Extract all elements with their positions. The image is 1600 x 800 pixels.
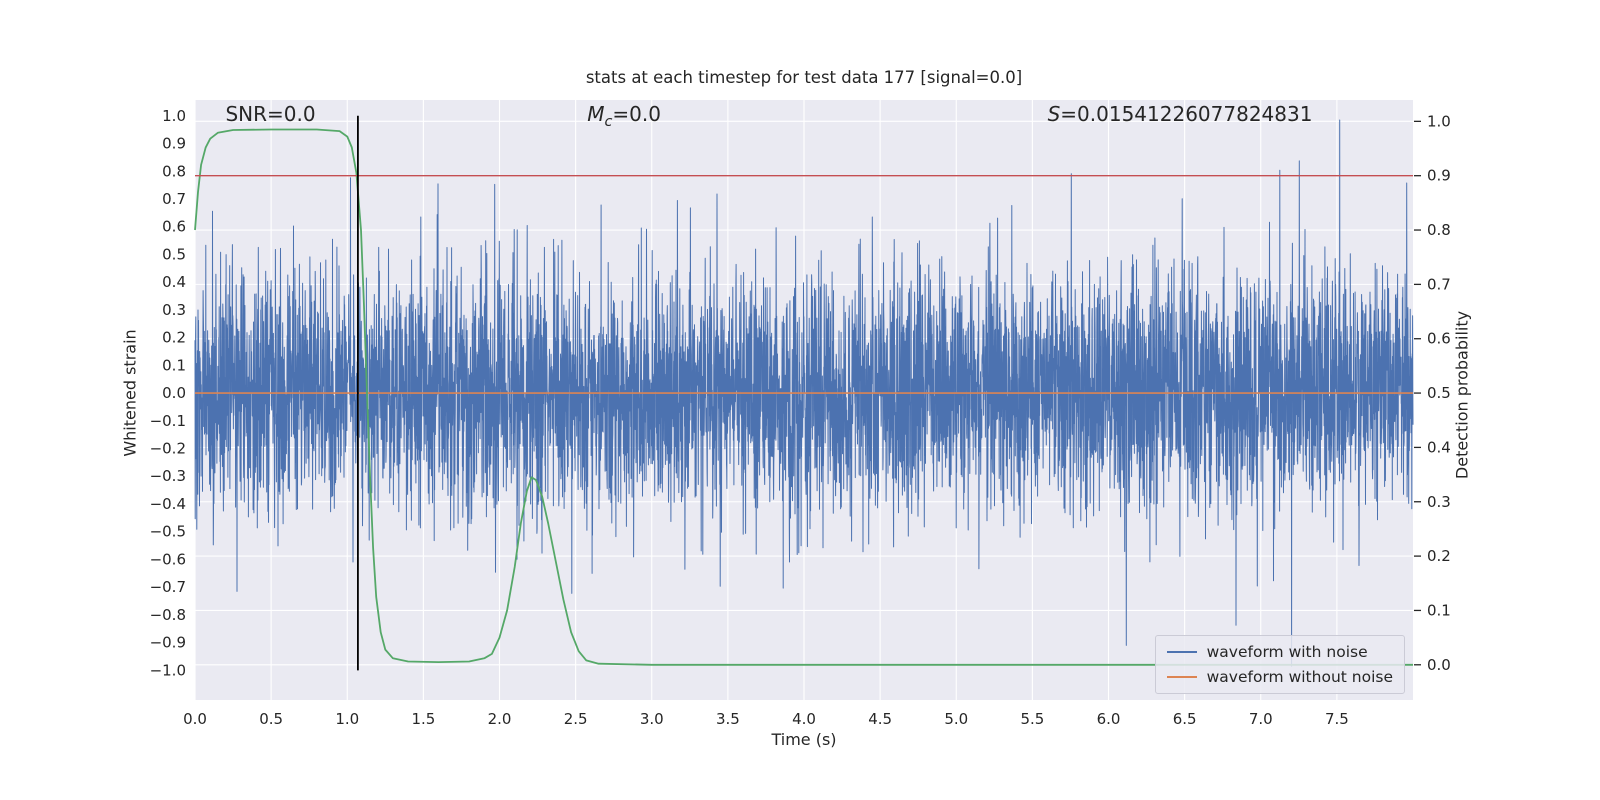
right-tick-label: 0.0: [1427, 656, 1451, 674]
legend-item-waveform-without-noise: waveform without noise: [1166, 668, 1393, 686]
x-tick-label: 0.5: [259, 710, 283, 728]
chart-title: stats at each timestep for test data 177…: [585, 68, 1023, 87]
annotation-snr-text: SNR=0.0: [225, 102, 316, 126]
legend-label-without-noise: waveform without noise: [1206, 668, 1393, 686]
x-tick-label: 4.5: [868, 710, 892, 728]
left-axis-label: Whitened strain: [120, 329, 140, 457]
left-tick-label: −0.7: [150, 578, 186, 596]
left-tick-label: −0.5: [150, 523, 186, 541]
right-tick-label: 0.3: [1427, 493, 1451, 511]
annotation-mc-symbol: M: [587, 102, 605, 126]
left-tick-label: 0.7: [162, 190, 186, 208]
x-tick-label: 1.5: [411, 710, 435, 728]
x-tick-label: 5.5: [1020, 710, 1044, 728]
left-tick-label: 0.8: [162, 162, 186, 180]
x-tick-label: 3.0: [640, 710, 664, 728]
right-tick-label: 0.4: [1427, 438, 1451, 456]
annotation-s-symbol: S: [1047, 102, 1061, 126]
left-tick-label: 0.6: [162, 218, 186, 236]
left-tick-label: 0.3: [162, 301, 186, 319]
right-tick-label: 0.2: [1427, 547, 1451, 565]
left-tick-label: 0.5: [162, 245, 186, 263]
left-tick-label: 1.0: [162, 107, 186, 125]
annotation-s-value: =0.01541226077824831: [1060, 102, 1313, 126]
x-tick-label: 0.0: [183, 710, 207, 728]
left-tick-label: −0.1: [150, 412, 186, 430]
right-tick-label: 0.6: [1427, 330, 1451, 348]
annotation-mc-value: =0.0: [612, 102, 661, 126]
left-tick-label: 0.0: [162, 384, 186, 402]
x-tick-label: 7.5: [1325, 710, 1349, 728]
right-tick-label: 0.5: [1427, 384, 1451, 402]
right-axis-label: Detection probability: [1452, 310, 1472, 480]
x-tick-label: 1.0: [335, 710, 359, 728]
x-axis-label: Time (s): [771, 730, 837, 749]
series-detection-probability: [194, 128, 1413, 666]
series-waveform-with-noise: [194, 119, 1414, 667]
right-tick-label: 0.9: [1427, 167, 1451, 185]
annotation-snr: SNR=0.0: [225, 102, 315, 126]
right-tick-label: 0.1: [1427, 601, 1451, 619]
legend-line-blue-icon: [1166, 651, 1197, 653]
x-tick-label: 6.0: [1097, 710, 1121, 728]
annotation-stat: S=0.01541226077824831: [1048, 102, 1313, 126]
x-tick-label: 3.5: [716, 710, 740, 728]
right-tick-label: 0.8: [1427, 221, 1451, 239]
x-tick-label: 2.0: [488, 710, 512, 728]
left-tick-label: −1.0: [150, 661, 186, 679]
x-tick-label: 5.0: [944, 710, 968, 728]
x-tick-label: 7.0: [1249, 710, 1273, 728]
legend-line-orange-icon: [1166, 676, 1197, 678]
legend: waveform with noise waveform without noi…: [1154, 635, 1405, 694]
left-tick-label: −0.2: [150, 440, 186, 458]
annotation-chirp-mass: Mc=0.0: [587, 102, 661, 130]
right-tick-label: 1.0: [1427, 112, 1451, 130]
x-tick-label: 2.5: [564, 710, 588, 728]
left-tick-label: 0.4: [162, 273, 186, 291]
left-tick-label: 0.2: [162, 329, 186, 347]
legend-item-waveform-with-noise: waveform with noise: [1166, 643, 1393, 661]
legend-label-with-noise: waveform with noise: [1206, 643, 1368, 661]
x-tick-label: 4.0: [792, 710, 816, 728]
left-tick-label: 0.9: [162, 135, 186, 153]
left-tick-label: −0.4: [150, 495, 186, 513]
right-tick-label: 0.7: [1427, 275, 1451, 293]
left-tick-label: −0.3: [150, 467, 186, 485]
left-tick-label: −0.8: [150, 606, 186, 624]
left-tick-label: −0.6: [150, 550, 186, 568]
left-tick-label: −0.9: [150, 634, 186, 652]
left-tick-label: 0.1: [162, 356, 186, 374]
x-tick-label: 6.5: [1173, 710, 1197, 728]
annotation-mc-subscript: c: [604, 114, 613, 130]
